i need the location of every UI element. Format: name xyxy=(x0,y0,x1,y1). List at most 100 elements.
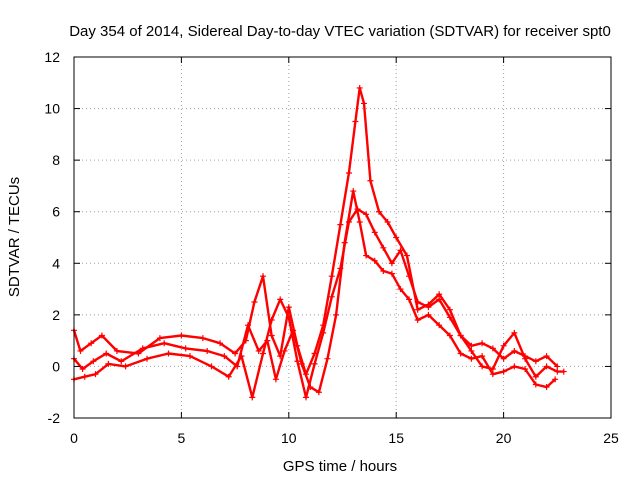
data-point-marker xyxy=(88,340,95,347)
data-point-marker xyxy=(425,304,432,311)
data-point-marker xyxy=(161,340,168,347)
data-point-marker xyxy=(105,360,112,367)
data-point-marker xyxy=(178,332,185,339)
grid xyxy=(74,57,611,418)
data-point-marker xyxy=(118,358,125,365)
data-point-marker xyxy=(81,373,88,380)
data-point-marker xyxy=(285,314,292,321)
data-point-marker xyxy=(345,170,352,177)
series-line xyxy=(72,86,565,378)
data-point-marker xyxy=(268,317,275,324)
data-point-marker xyxy=(489,345,496,352)
data-point-marker xyxy=(406,273,413,280)
x-axis-title: GPS time / hours xyxy=(283,458,397,475)
data-point-marker xyxy=(356,219,363,226)
y-tick-label: 4 xyxy=(52,255,60,271)
data-point-marker xyxy=(532,373,539,380)
data-point-marker xyxy=(393,234,400,241)
data-point-marker xyxy=(457,332,464,339)
data-point-marker xyxy=(532,358,539,365)
y-tick-label: 10 xyxy=(44,101,60,117)
data-point-marker xyxy=(232,350,239,357)
tick-labels: 0 5 10 15 20 25 -2 0 2 4 6 8 10 12 xyxy=(44,49,619,446)
data-point-marker xyxy=(144,355,151,362)
data-point-marker xyxy=(255,347,262,354)
data-point-marker xyxy=(298,360,305,367)
data-point-marker xyxy=(103,350,110,357)
x-tick-label: 0 xyxy=(70,430,78,446)
data-point-marker xyxy=(543,384,550,391)
data-point-marker xyxy=(479,340,486,347)
data-point-marker xyxy=(352,118,359,125)
data-point-marker xyxy=(376,208,383,215)
data-point-marker xyxy=(552,376,559,383)
data-point-marker xyxy=(543,363,550,370)
chart-title: Day 354 of 2014, Sidereal Day-to-day VTE… xyxy=(69,23,611,40)
data-point-marker xyxy=(251,298,258,305)
data-point-marker xyxy=(397,286,404,293)
data-point-marker xyxy=(414,298,421,305)
data-point-marker xyxy=(328,293,335,300)
y-tick-label: 0 xyxy=(52,358,60,374)
data-point-marker xyxy=(363,211,370,218)
data-point-marker xyxy=(414,317,421,324)
data-point-marker xyxy=(406,296,413,303)
data-point-marker xyxy=(328,273,335,280)
data-point-marker xyxy=(380,268,387,275)
data-point-marker xyxy=(272,376,279,383)
data-point-marker xyxy=(77,347,84,354)
data-point-marker xyxy=(397,247,404,254)
data-point-marker xyxy=(360,100,367,107)
data-point-marker xyxy=(98,332,105,339)
data-point-marker xyxy=(446,306,453,313)
data-point-marker xyxy=(468,347,475,354)
data-point-marker xyxy=(468,342,475,349)
data-point-marker xyxy=(403,252,410,259)
data-point-marker xyxy=(182,345,189,352)
data-point-marker xyxy=(479,353,486,360)
data-point-marker xyxy=(285,304,292,311)
data-point-marker xyxy=(204,347,211,354)
data-point-marker xyxy=(281,347,288,354)
data-point-marker xyxy=(554,368,561,375)
data-point-marker xyxy=(324,355,331,362)
data-point-marker xyxy=(302,394,309,401)
y-tick-label: 2 xyxy=(52,307,60,323)
data-point-marker xyxy=(79,366,86,373)
y-tick-label: 6 xyxy=(52,204,60,220)
data-point-marker xyxy=(315,389,322,396)
data-point-marker xyxy=(311,360,318,367)
data-point-marker xyxy=(90,358,97,365)
data-point-marker xyxy=(268,332,275,339)
data-point-marker xyxy=(380,244,387,251)
data-point-marker xyxy=(479,363,486,370)
data-point-marker xyxy=(414,306,421,313)
data-point-marker xyxy=(354,206,361,213)
data-point-marker xyxy=(446,314,453,321)
data-point-marker xyxy=(500,355,507,362)
data-point-marker xyxy=(388,260,395,267)
y-tick-label: 8 xyxy=(52,152,60,168)
data-point-marker xyxy=(294,358,301,365)
data-point-marker xyxy=(500,368,507,375)
data-point-marker xyxy=(554,363,561,370)
data-point-marker xyxy=(436,291,443,298)
data-point-marker xyxy=(165,350,172,357)
data-point-marker xyxy=(333,311,340,318)
data-point-marker xyxy=(388,270,395,277)
plot-frame xyxy=(73,56,612,419)
data-point-marker xyxy=(337,265,344,272)
data-point-marker xyxy=(457,350,464,357)
data-point-marker xyxy=(199,335,206,342)
data-point-marker xyxy=(244,322,251,329)
data-point-marker xyxy=(217,340,224,347)
data-point-marker xyxy=(543,353,550,360)
data-point-marker xyxy=(139,345,146,352)
data-point-marker xyxy=(532,381,539,388)
y-tick-label: -2 xyxy=(48,410,61,426)
x-tick-label: 15 xyxy=(388,430,404,446)
data-point-marker xyxy=(350,188,357,195)
data-point-marker xyxy=(371,229,378,236)
series-track-3 xyxy=(71,206,561,401)
